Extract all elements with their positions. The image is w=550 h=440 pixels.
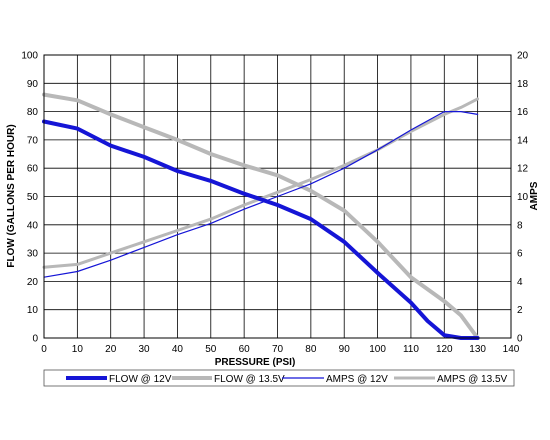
- y-axis-right-title: AMPS: [529, 181, 540, 210]
- y-axis-left-title: FLOW (GALLONS PER HOUR): [6, 124, 17, 267]
- y-left-tick-label: 20: [27, 277, 39, 288]
- legend-label-amps-12v: AMPS @ 12V: [326, 374, 388, 385]
- x-tick-label: 140: [503, 344, 520, 355]
- y-left-tick-label: 0: [32, 334, 38, 345]
- x-tick-label: 80: [305, 344, 317, 355]
- legend-box: [43, 369, 515, 387]
- series-line-flow-13-5v: [42, 92, 480, 340]
- y-right-tick-label: 20: [517, 51, 529, 62]
- y-left-tick-label: 80: [27, 107, 39, 118]
- y-right-tick-label: 8: [517, 220, 523, 231]
- y-left-tick-label: 40: [27, 220, 39, 231]
- x-tick-label: 30: [139, 344, 151, 355]
- y-right-tick-label: 6: [517, 249, 523, 260]
- x-tick-label: 100: [369, 344, 386, 355]
- x-tick-label: 90: [339, 344, 351, 355]
- y-right-tick-label: 16: [517, 107, 529, 118]
- y-right-tick-label: 4: [517, 277, 523, 288]
- x-tick-label: 130: [469, 344, 486, 355]
- tick-labels: 0 10 20 30 40 50 60 70 80 90 100 110 120 130 140010203…: [21, 51, 528, 356]
- x-tick-label: 20: [105, 344, 117, 355]
- x-tick-label: 0: [41, 344, 47, 355]
- x-tick-label: 10: [72, 344, 84, 355]
- y-left-tick-label: 70: [27, 135, 39, 146]
- legend: FLOW @ 12V FLOW @ 13.5V AMPS @ 12V AMPS …: [43, 369, 515, 387]
- series-group: [42, 92, 480, 340]
- x-tick-label: 40: [172, 344, 184, 355]
- y-left-tick-label: 50: [27, 192, 39, 203]
- series-line-amps-13-5v: [42, 97, 480, 269]
- y-left-tick-label: 60: [27, 164, 39, 175]
- y-left-tick-label: 100: [21, 51, 38, 62]
- grid: [43, 54, 512, 339]
- y-left-tick-label: 90: [27, 79, 39, 90]
- y-left-tick-label: 30: [27, 249, 39, 260]
- x-tick-label: 70: [272, 344, 284, 355]
- series-line-flow-12v: [42, 119, 480, 340]
- y-right-tick-label: 2: [517, 305, 523, 316]
- y-right-tick-label: 14: [517, 135, 529, 146]
- plot-frame: [43, 54, 512, 339]
- x-tick-label: 110: [403, 344, 419, 355]
- x-axis-title: PRESSURE (PSI): [215, 357, 296, 368]
- legend-label-amps-13-5v: AMPS @ 13.5V: [437, 374, 508, 385]
- y-left-tick-label: 10: [27, 305, 39, 316]
- x-tick-label: 120: [436, 344, 453, 355]
- x-tick-label: 60: [239, 344, 251, 355]
- legend-label-flow-13-5v: FLOW @ 13.5V: [214, 374, 285, 385]
- y-right-tick-label: 18: [517, 79, 529, 90]
- x-tick-label: 50: [205, 344, 217, 355]
- series-line-amps-12v: [43, 110, 479, 278]
- y-right-tick-label: 10: [517, 192, 529, 203]
- y-right-tick-label: 0: [517, 334, 523, 345]
- legend-label-flow-12v: FLOW @ 12V: [109, 374, 172, 385]
- y-right-tick-label: 12: [517, 164, 529, 175]
